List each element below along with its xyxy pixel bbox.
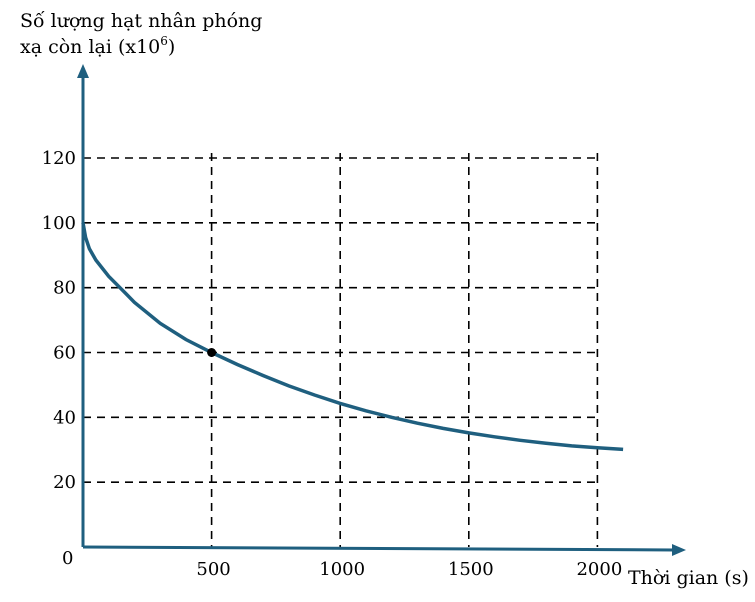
y-axis-title-line-1: Số lượng hạt nhân phóng	[20, 10, 262, 32]
x-axis-arrow-icon	[672, 544, 686, 556]
marked-data-point	[207, 347, 217, 357]
x-axis	[82, 545, 675, 552]
x-tick-label: 1500	[448, 559, 494, 580]
x-tick-label: 2000	[576, 559, 622, 580]
y-tick-label: 40	[53, 407, 76, 428]
x-tick-label: 1000	[319, 559, 365, 580]
decay-curve-line	[81, 222, 624, 452]
y-axis-title-exponent: 6	[160, 34, 168, 48]
y-axis-title-prefix: xạ còn lại (x10	[20, 36, 160, 58]
y-tick-label: 100	[42, 213, 76, 234]
y-tick-label: 20	[53, 472, 76, 493]
x-axis-title: Thời gian (s)	[628, 567, 749, 589]
origin-label: 0	[62, 548, 73, 569]
x-tick-label: 500	[196, 559, 230, 580]
y-axis-title-suffix: )	[168, 36, 175, 58]
y-tick-label: 120	[42, 148, 76, 169]
y-axis-title-line-2: xạ còn lại (x106)	[20, 34, 175, 58]
y-tick-label: 60	[53, 342, 76, 363]
tick-labels: 20 40 60 80 100 120 500 1000 1500 2000	[42, 148, 623, 580]
series	[81, 222, 624, 452]
y-axis-arrow-icon	[77, 64, 89, 78]
axes	[77, 64, 686, 556]
y-tick-label: 80	[53, 278, 76, 299]
grid-lines	[83, 153, 600, 547]
